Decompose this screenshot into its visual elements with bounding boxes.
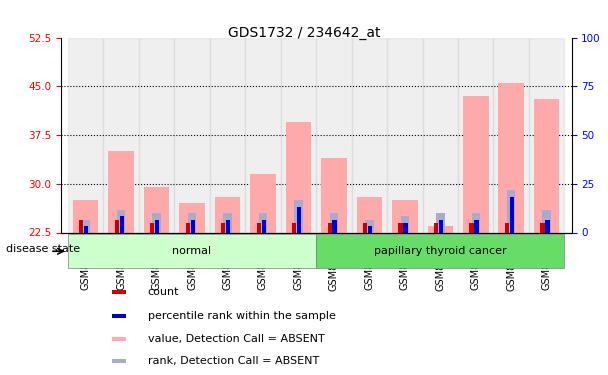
Bar <box>351 38 387 232</box>
Bar <box>112 337 126 341</box>
Bar <box>210 38 245 232</box>
Bar <box>223 213 232 232</box>
Bar <box>108 151 134 232</box>
Bar <box>458 38 494 232</box>
Bar <box>150 223 154 232</box>
Bar <box>427 226 453 232</box>
Bar <box>542 210 551 232</box>
Bar <box>403 223 407 232</box>
Bar <box>321 158 347 232</box>
FancyBboxPatch shape <box>316 234 564 268</box>
Bar <box>250 174 276 232</box>
Bar <box>81 219 90 232</box>
Bar <box>507 190 516 232</box>
Bar <box>316 38 351 232</box>
Bar <box>423 38 458 232</box>
Bar <box>115 219 119 232</box>
Bar <box>190 219 195 232</box>
Bar <box>257 223 261 232</box>
Bar <box>330 213 338 232</box>
Text: count: count <box>148 287 179 297</box>
Bar <box>392 200 418 232</box>
Bar <box>401 216 409 232</box>
Bar <box>120 216 124 232</box>
Bar <box>73 200 98 232</box>
Bar <box>112 290 126 294</box>
Bar <box>68 38 103 232</box>
Bar <box>292 223 296 232</box>
Bar <box>439 219 443 232</box>
Bar <box>499 83 524 232</box>
Text: GDS1732 / 234642_at: GDS1732 / 234642_at <box>228 26 380 40</box>
Bar <box>103 38 139 232</box>
Bar <box>474 219 478 232</box>
Bar <box>281 38 316 232</box>
Bar <box>510 197 514 232</box>
Text: disease state: disease state <box>6 244 80 254</box>
Bar <box>297 207 301 232</box>
Text: rank, Detection Call = ABSENT: rank, Detection Call = ABSENT <box>148 356 319 366</box>
Bar <box>494 38 529 232</box>
Bar <box>155 219 159 232</box>
Bar <box>174 38 210 232</box>
Bar <box>117 210 125 232</box>
Bar <box>188 213 196 232</box>
Bar <box>226 219 230 232</box>
Bar <box>112 314 126 318</box>
Bar <box>434 223 438 232</box>
Bar <box>152 213 161 232</box>
Bar <box>541 223 545 232</box>
Bar <box>529 38 564 232</box>
Bar <box>463 96 488 232</box>
Bar <box>365 219 373 232</box>
Bar <box>471 213 480 232</box>
Bar <box>245 38 281 232</box>
Bar <box>363 223 367 232</box>
Bar <box>387 38 423 232</box>
Bar <box>221 223 226 232</box>
Bar <box>286 122 311 232</box>
Bar <box>112 359 126 363</box>
Bar <box>328 223 332 232</box>
Bar <box>505 223 509 232</box>
Bar <box>139 38 174 232</box>
Text: normal: normal <box>173 246 212 256</box>
Bar <box>185 223 190 232</box>
Bar <box>79 219 83 232</box>
Bar <box>84 226 89 232</box>
Bar <box>143 187 169 232</box>
Bar <box>179 203 205 232</box>
Bar <box>215 197 240 232</box>
Bar <box>294 200 303 232</box>
Text: value, Detection Call = ABSENT: value, Detection Call = ABSENT <box>148 334 325 344</box>
Bar <box>261 219 266 232</box>
Bar <box>545 219 550 232</box>
Bar <box>534 99 559 232</box>
FancyBboxPatch shape <box>68 234 316 268</box>
Bar <box>333 219 337 232</box>
Bar <box>398 223 402 232</box>
Bar <box>436 213 444 232</box>
Bar <box>368 226 372 232</box>
Text: papillary thyroid cancer: papillary thyroid cancer <box>374 246 506 256</box>
Bar <box>258 213 267 232</box>
Bar <box>469 223 474 232</box>
Bar <box>356 197 382 232</box>
Text: percentile rank within the sample: percentile rank within the sample <box>148 310 336 321</box>
